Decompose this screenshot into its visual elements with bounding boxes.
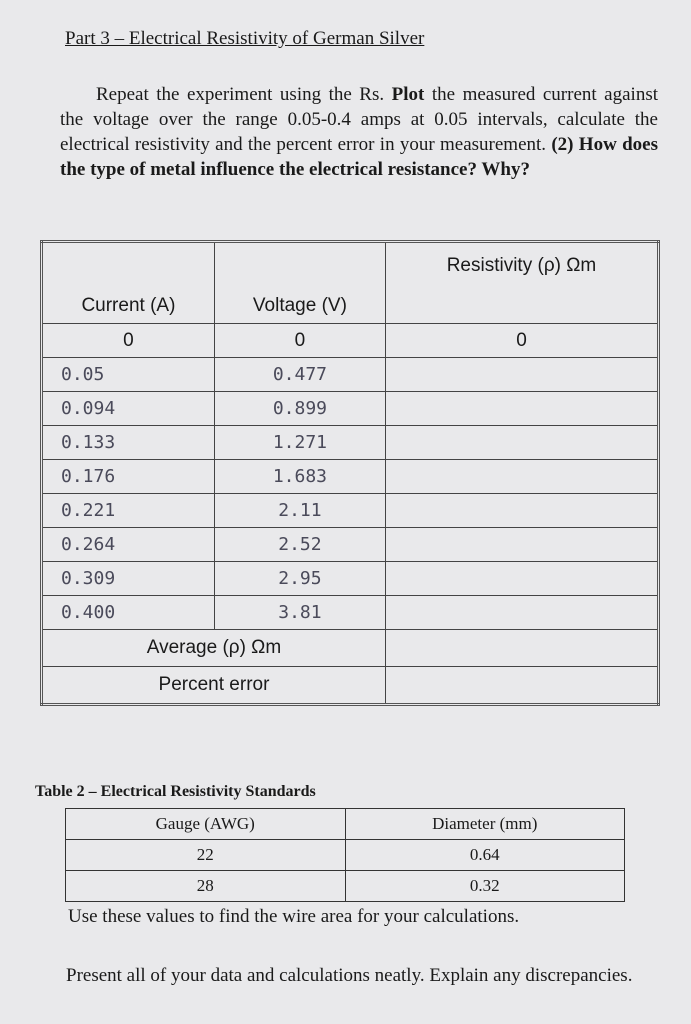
empty-cell: [384, 595, 660, 630]
cell: 2.95: [213, 561, 386, 596]
cell: 28: [65, 870, 346, 902]
empty-cell: [384, 391, 660, 426]
instructions: Repeat the experiment using the Rs. Plot…: [60, 82, 658, 182]
cell: 0.309: [41, 561, 215, 596]
cell: 0: [384, 323, 660, 358]
note: Use these values to find the wire area f…: [68, 906, 520, 927]
summary-row: Percent error: [41, 666, 660, 705]
empty-cell: [384, 527, 660, 562]
cell: 0.094: [41, 391, 215, 426]
cell: 0.133: [41, 425, 215, 460]
header-cell: Gauge (AWG): [65, 808, 346, 840]
text: the measured current against the voltage…: [60, 84, 658, 155]
empty-cell: [384, 357, 660, 392]
cell: 0.176: [41, 459, 215, 494]
table-row: 22 0.64: [65, 839, 625, 871]
cell: 0.05: [41, 357, 215, 392]
footer: Present all of your data and calculation…: [66, 965, 633, 986]
table-row: 0.05 0.477: [41, 357, 660, 392]
cell: 0.899: [213, 391, 386, 426]
header-cell: Current (A): [41, 241, 215, 324]
table-row: 0.400 3.81: [41, 595, 660, 630]
empty-cell: [384, 629, 660, 667]
empty-cell: [384, 459, 660, 494]
header-row: Gauge (AWG) Diameter (mm): [65, 808, 625, 840]
cell: 0.264: [41, 527, 215, 562]
header-cell: Resistivity (ρ) Ωm: [384, 241, 660, 324]
empty-cell: [384, 666, 660, 705]
cell: 0.400: [41, 595, 215, 630]
text: Repeat the experiment using the Rs.: [96, 84, 385, 105]
cell: 2.11: [213, 493, 386, 528]
table-row: 0.133 1.271: [41, 425, 660, 460]
empty-cell: [384, 493, 660, 528]
text-bold: (2) How does the type of metal influence…: [60, 134, 658, 180]
summary-label: Average (ρ) Ωm: [41, 629, 386, 667]
cell: 0.477: [213, 357, 386, 392]
cell: 0.64: [344, 839, 625, 871]
summary-label: Percent error: [41, 666, 386, 705]
standards-table: Gauge (AWG) Diameter (mm) 22 0.64 28 0.32: [65, 808, 625, 902]
cell: 0.221: [41, 493, 215, 528]
table-row: 0.264 2.52: [41, 527, 660, 562]
header-row: Current (A) Voltage (V) Resistivity (ρ) Ωm: [41, 241, 660, 324]
cell: 0: [213, 323, 386, 358]
table-row: 0.309 2.95: [41, 561, 660, 596]
cell: 3.81: [213, 595, 386, 630]
table-row: 0.221 2.11: [41, 493, 660, 528]
cell: 0.32: [344, 870, 625, 902]
empty-cell: [384, 425, 660, 460]
text-bold: Plot: [391, 84, 425, 105]
empty-cell: [384, 561, 660, 596]
cell: 0: [41, 323, 215, 358]
data-table: Current (A) Voltage (V) Resistivity (ρ) Ωm…: [40, 240, 660, 706]
table-title: Table 2 – Electrical Resistivity Standar…: [35, 783, 316, 800]
header-cell: Voltage (V): [213, 241, 386, 324]
table-row: 0.176 1.683: [41, 459, 660, 494]
header-cell: Diameter (mm): [344, 808, 625, 840]
summary-row: Average (ρ) Ωm: [41, 629, 660, 667]
title: Part 3 – Electrical Resistivity of Germa…: [65, 28, 425, 49]
cell: 22: [65, 839, 346, 871]
cell: 1.683: [213, 459, 386, 494]
cell: 1.271: [213, 425, 386, 460]
table-row: 28 0.32: [65, 870, 625, 902]
cell: 2.52: [213, 527, 386, 562]
table-row: 0.094 0.899: [41, 391, 660, 426]
